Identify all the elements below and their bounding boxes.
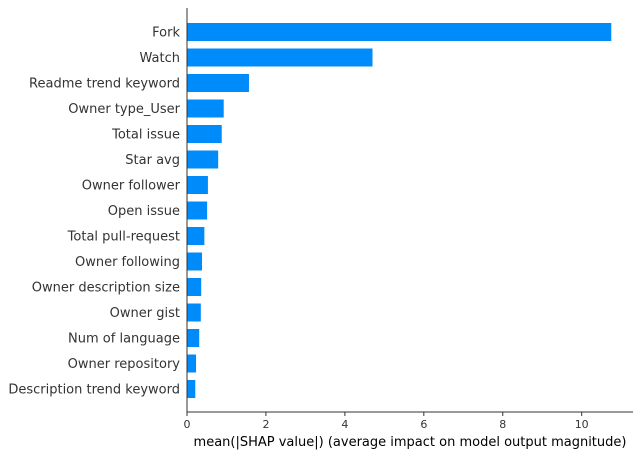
bar-total-pull-request	[187, 227, 205, 245]
category-label: Num of language	[68, 332, 180, 347]
category-label: Owner type_User	[68, 102, 180, 117]
category-label: Total pull-request	[67, 230, 180, 245]
bar-star-avg	[187, 150, 219, 169]
category-label: Owner gist	[110, 306, 180, 321]
x-tick-label: 4	[341, 418, 348, 431]
bar-owner-following	[187, 252, 202, 271]
bars-layer	[187, 23, 612, 398]
x-axis-ticks: 0 2 4 6 8 10	[184, 412, 589, 431]
category-label: Readme trend keyword	[29, 77, 180, 92]
bar-description-trend-keyword	[187, 380, 196, 398]
bar-open-issue	[187, 201, 208, 220]
bar-owner-gist	[187, 303, 201, 322]
x-tick-label: 8	[499, 418, 506, 431]
x-tick-label: 0	[184, 418, 191, 431]
category-label: Total issue	[111, 128, 180, 143]
bar-readme-trend-keyword	[187, 74, 249, 92]
bar-watch	[187, 48, 373, 67]
bar-fork	[187, 23, 612, 41]
category-label: Owner repository	[68, 357, 181, 372]
x-tick-label: 2	[262, 418, 269, 431]
bar-num-of-language	[187, 329, 200, 347]
category-label: Watch	[140, 51, 180, 66]
bar-owner-follower	[187, 176, 208, 194]
x-axis-title: mean(|SHAP value|) (average impact on mo…	[194, 435, 627, 450]
category-label: Owner follower	[82, 179, 181, 194]
category-label: Open issue	[108, 204, 180, 219]
x-tick-label: 10	[575, 418, 589, 431]
category-label: Owner following	[75, 255, 180, 270]
category-label: Star avg	[125, 153, 180, 168]
bar-owner-repository	[187, 354, 197, 373]
bar-owner-description-size	[187, 278, 202, 296]
x-tick-label: 6	[420, 418, 427, 431]
category-label: Description trend keyword	[8, 383, 180, 398]
category-label: Owner description size	[32, 281, 180, 296]
bar-total-issue	[187, 125, 222, 143]
category-label: Fork	[152, 26, 180, 41]
bar-owner-type-user	[187, 99, 224, 118]
category-labels: Fork Watch Readme trend keyword Owner type_…	[8, 26, 180, 398]
